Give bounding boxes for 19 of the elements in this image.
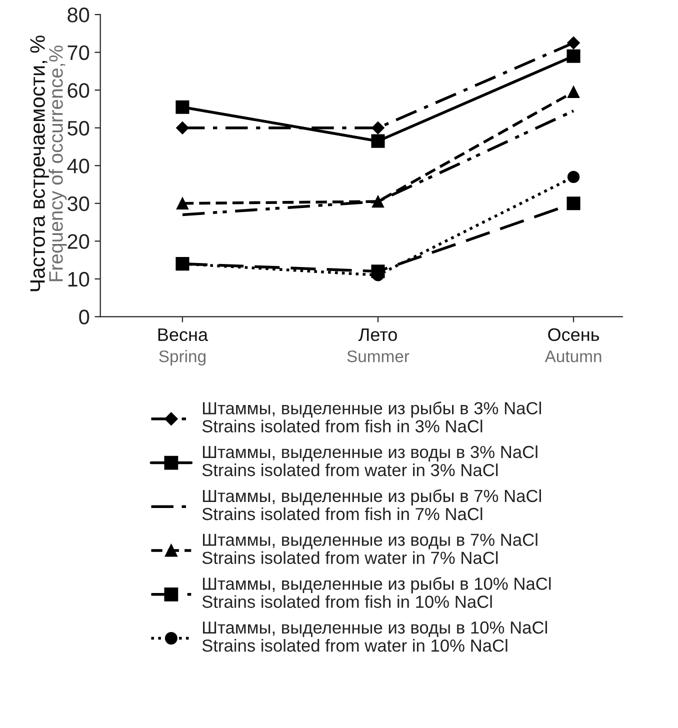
legend-label: Штаммы, выделенные из воды в 3% NaCl Strains isolated from water in 3% NaCl	[202, 445, 538, 476]
y-tick-label: 30	[68, 196, 90, 212]
x-tick-label: Осень Autumn	[544, 328, 602, 362]
y-axis-title: Частота встречаемости, % Frequency of occurrence,%	[30, 36, 67, 292]
y-tick-label: 0	[79, 310, 90, 324]
x-tick-label: Весна Spring	[158, 328, 208, 366]
y-tick-label: 10	[68, 272, 90, 287]
legend-label: Штаммы, выделенные из воды в 7% NaCl Strains isolated from water in 7% NaCl	[202, 533, 538, 564]
y-tick-label: 50	[68, 120, 90, 136]
y-tick-label: 20	[68, 234, 90, 249]
y-tick-label: 40	[67, 158, 90, 174]
legend-label: Штаммы, выделенные из рыбы в 7% NaCl Strains isolated from fish in 7% NaCl	[202, 489, 541, 520]
y-tick-label: 80	[68, 8, 90, 22]
legend-label: Штаммы, выделенные из воды в 10% NaCl Strains isolated from water in 10% NaCl	[202, 620, 547, 652]
y-tick-label: 70	[68, 45, 90, 60]
y-tick-label: 60	[68, 83, 90, 98]
legend-label: Штаммы, выделенные из рыбы в 3% NaCl Strains isolated from fish in 3% NaCl	[202, 401, 541, 432]
x-tick-label: Лето Summer	[347, 328, 410, 362]
legend-label: Штаммы, выделенные из рыбы в 10% NaCl Strains isolated from fish in 10% NaCl	[202, 576, 551, 608]
